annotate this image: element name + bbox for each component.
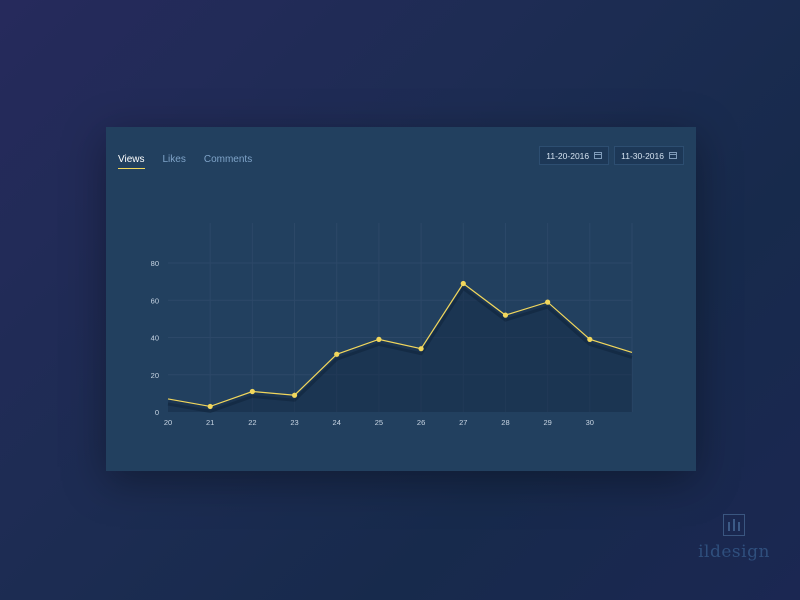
data-point — [376, 336, 382, 342]
data-point — [291, 392, 298, 398]
y-tick-label: 80 — [151, 259, 159, 268]
data-point — [587, 336, 593, 342]
tab-likes[interactable]: Likes — [162, 154, 186, 165]
views-line-chart: 0 20 40 60 80 20 21 22 23 24 25 26 27 28 29 30 — [151, 223, 633, 427]
x-tick-label: 23 — [290, 418, 298, 427]
data-points — [207, 280, 593, 410]
tab-bar: Views Likes Comments — [118, 154, 252, 169]
x-axis-labels: 20 21 22 23 24 25 26 27 28 29 30 — [164, 418, 594, 427]
y-tick-label: 60 — [151, 296, 159, 305]
watermark: ildesign — [684, 514, 784, 562]
tab-comments[interactable]: Comments — [203, 154, 253, 165]
y-axis-labels: 0 20 40 60 80 — [151, 259, 159, 417]
line-shadow — [167, 286, 633, 413]
grid-lines — [168, 223, 633, 412]
x-tick-label: 20 — [164, 418, 172, 427]
data-point — [334, 351, 340, 357]
calendar-icon — [594, 152, 603, 159]
start-date-picker[interactable]: 11-20-2016 — [539, 146, 610, 165]
y-tick-label: 40 — [151, 334, 159, 343]
y-tick-label: 20 — [151, 371, 159, 380]
data-point — [249, 388, 255, 395]
x-tick-label: 21 — [206, 418, 214, 427]
area-under-line — [168, 283, 632, 412]
start-date-value: 11-20-2016 — [546, 150, 590, 161]
data-point — [545, 299, 551, 305]
data-point — [460, 280, 466, 287]
views-series-line — [167, 282, 633, 408]
data-point — [502, 312, 509, 318]
data-point — [207, 403, 213, 410]
end-date-picker[interactable]: 11-30-2016 — [614, 146, 684, 165]
x-tick-label: 25 — [375, 418, 383, 427]
x-tick-label: 26 — [417, 418, 425, 427]
series-line — [167, 282, 633, 413]
calendar-icon — [669, 152, 677, 159]
date-range: 11-20-2016 11-30-2016 — [539, 146, 684, 165]
x-tick-label: 27 — [459, 418, 467, 427]
x-tick-label: 24 — [333, 418, 341, 427]
tab-views[interactable]: Views — [118, 154, 145, 169]
x-tick-label: 29 — [543, 418, 551, 427]
brand-logo-icon — [723, 514, 745, 536]
area-fill — [168, 283, 632, 412]
data-point — [418, 346, 424, 352]
watermark-text: ildesign — [698, 542, 770, 562]
chart-card: Views Likes Comments 11-20-2016 11-30-20… — [106, 127, 696, 471]
x-tick-label: 28 — [501, 418, 509, 427]
y-tick-label: 0 — [155, 408, 159, 417]
x-tick-label: 30 — [586, 418, 594, 427]
x-tick-label: 22 — [248, 418, 256, 427]
end-date-value: 11-30-2016 — [621, 150, 664, 161]
